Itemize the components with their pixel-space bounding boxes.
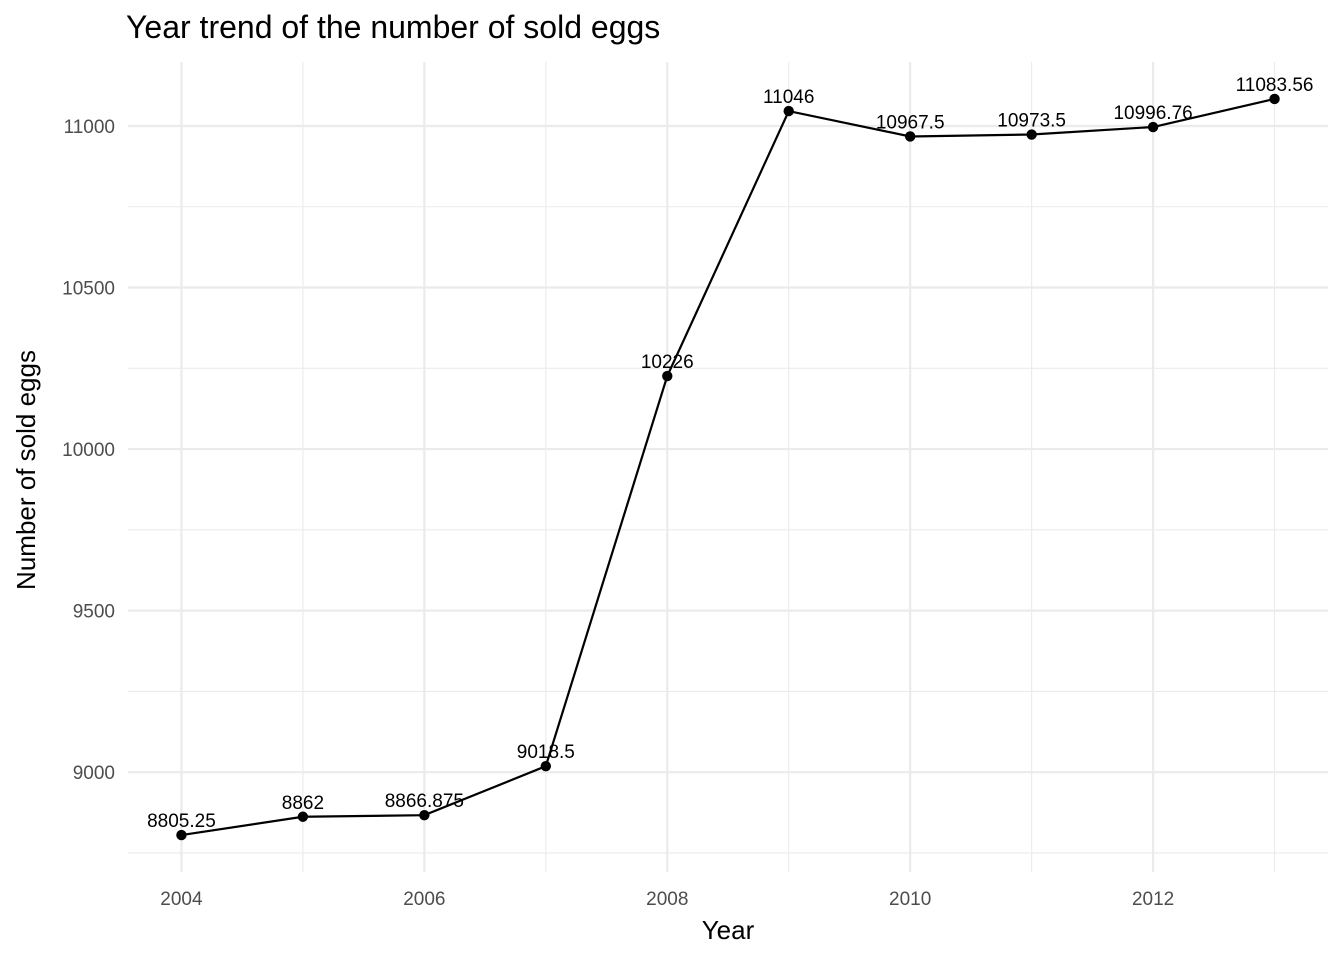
y-axis-title: Number of sold eggs bbox=[11, 350, 41, 590]
data-label: 10973.5 bbox=[997, 111, 1066, 132]
data-point bbox=[1269, 93, 1280, 105]
data-point bbox=[1147, 121, 1159, 133]
data-label: 8862 bbox=[282, 793, 324, 814]
y-axis-ticks: 9000 9500 10000 10500 11000 bbox=[62, 117, 115, 784]
data-label: 10226 bbox=[641, 352, 694, 373]
data-point bbox=[297, 811, 309, 822]
data-label: 10967.5 bbox=[876, 112, 945, 133]
data-label: 11083.56 bbox=[1236, 75, 1314, 96]
chart-title: Year trend of the number of sold eggs bbox=[126, 9, 660, 45]
data-label: 8805.25 bbox=[147, 811, 216, 832]
data-point bbox=[419, 809, 430, 821]
data-point bbox=[783, 105, 794, 117]
data-point bbox=[904, 131, 916, 142]
x-tick-label: 2008 bbox=[646, 889, 688, 910]
y-tick-label: 10500 bbox=[62, 279, 115, 300]
y-tick-label: 10000 bbox=[62, 440, 115, 461]
grid bbox=[128, 62, 1328, 872]
series-eggs bbox=[176, 93, 1280, 841]
x-tick-label: 2004 bbox=[160, 889, 203, 910]
data-label: 10996.76 bbox=[1113, 103, 1192, 124]
x-tick-label: 2012 bbox=[1132, 889, 1174, 910]
x-axis-title: Year bbox=[702, 915, 755, 945]
data-point bbox=[540, 760, 552, 772]
y-tick-label: 11000 bbox=[64, 117, 115, 138]
data-labels: 8805.25 8862 8866.875 9018.5 10226 11046 10967… bbox=[147, 75, 1313, 832]
data-label: 11046 bbox=[763, 87, 814, 108]
y-tick-label: 9000 bbox=[73, 763, 115, 784]
x-tick-label: 2010 bbox=[889, 889, 931, 910]
series-line bbox=[181, 97, 1275, 837]
data-point bbox=[1026, 129, 1037, 140]
data-label: 9018.5 bbox=[517, 742, 575, 763]
y-tick-label: 9500 bbox=[73, 602, 115, 623]
data-point bbox=[662, 370, 673, 382]
x-axis-ticks: 2004 2006 2008 2010 2012 bbox=[160, 889, 1174, 910]
x-tick-label: 2006 bbox=[403, 889, 445, 910]
data-label: 8866.875 bbox=[385, 791, 464, 812]
data-point bbox=[176, 829, 187, 841]
